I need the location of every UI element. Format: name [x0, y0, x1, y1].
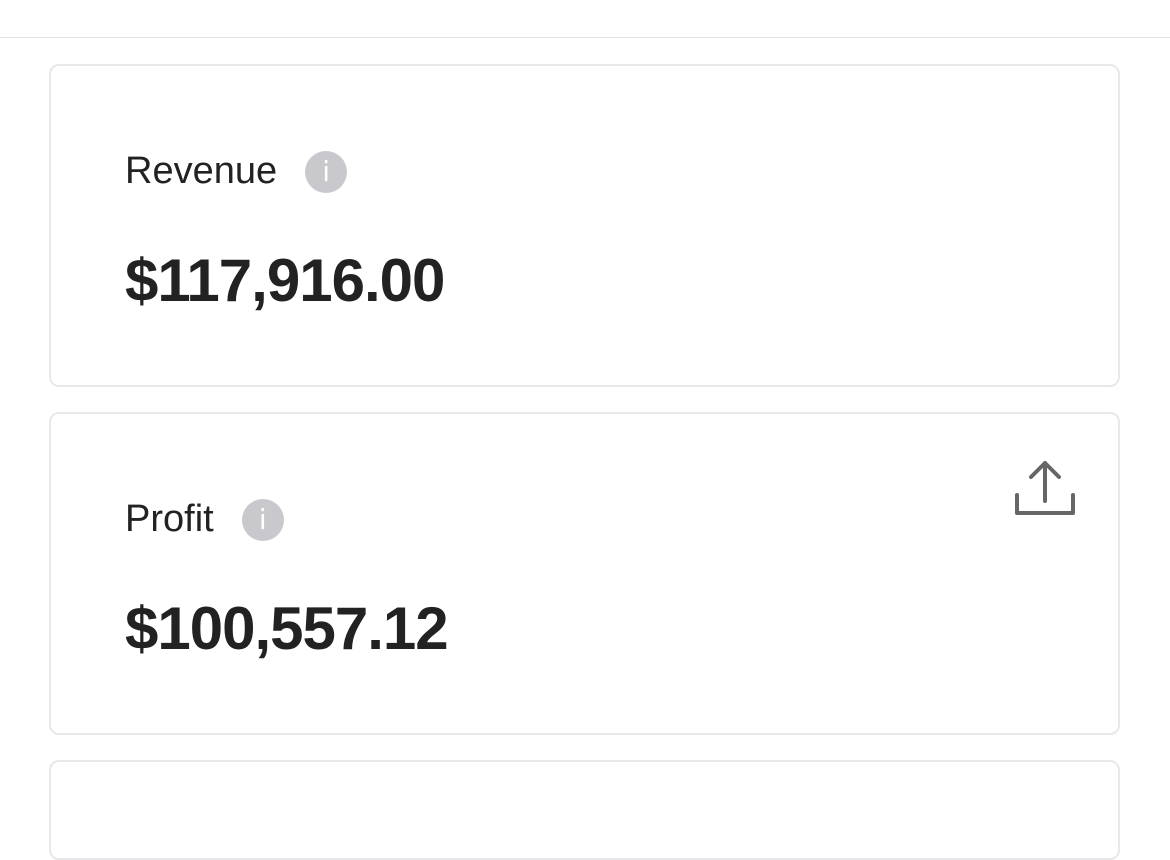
third-card: [49, 760, 1120, 860]
profit-label: Profit: [125, 498, 214, 540]
share-icon[interactable]: [1014, 459, 1076, 519]
top-bar: [0, 0, 1170, 38]
profit-card: Profit i $100,557.12: [49, 412, 1120, 735]
profit-label-row: Profit i: [125, 498, 284, 541]
revenue-label: Revenue: [125, 150, 278, 192]
revenue-value: $117,916.00: [125, 247, 445, 314]
info-icon[interactable]: i: [241, 498, 284, 541]
revenue-card: Revenue i $117,916.00: [49, 64, 1120, 387]
revenue-label-row: Revenue i: [125, 150, 348, 193]
profit-value: $100,557.12: [125, 595, 449, 662]
info-icon[interactable]: i: [305, 150, 348, 193]
